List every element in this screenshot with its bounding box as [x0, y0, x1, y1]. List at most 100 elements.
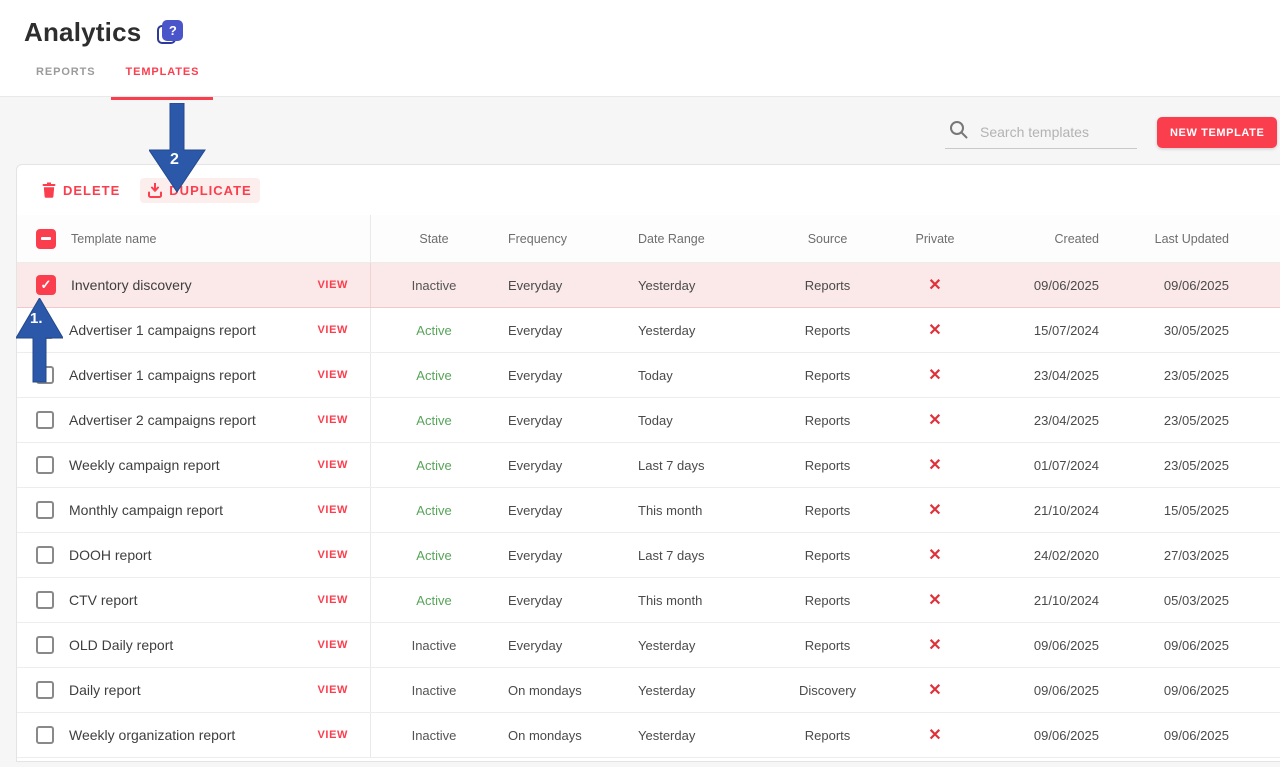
- template-name: DOOH report: [69, 547, 151, 563]
- view-link[interactable]: VIEW: [317, 504, 348, 516]
- created-cell: 21/10/2024: [981, 503, 1106, 518]
- view-link[interactable]: VIEW: [317, 369, 348, 381]
- state-cell: Active: [371, 503, 497, 518]
- frequency-cell: Everyday: [497, 548, 611, 563]
- created-cell: 09/06/2025: [981, 728, 1106, 743]
- state-cell: Active: [371, 413, 497, 428]
- created-cell: 21/10/2024: [981, 593, 1106, 608]
- table-row[interactable]: Monthly campaign report VIEW Active Ever…: [17, 488, 1280, 533]
- template-name: Advertiser 1 campaigns report: [69, 322, 256, 338]
- column-header-last-updated: Last Updated: [1106, 232, 1236, 246]
- not-private-x-icon: ✕: [889, 365, 981, 385]
- view-link[interactable]: VIEW: [317, 594, 348, 606]
- row-checkbox[interactable]: [36, 275, 56, 295]
- new-template-button[interactable]: NEW TEMPLATE: [1157, 117, 1277, 148]
- row-checkbox[interactable]: [36, 546, 54, 564]
- state-cell: Inactive: [371, 683, 497, 698]
- row-checkbox[interactable]: [36, 411, 54, 429]
- updated-cell: 23/05/2025: [1106, 368, 1236, 383]
- frequency-cell: Everyday: [497, 323, 611, 338]
- template-name: Advertiser 2 campaigns report: [69, 412, 256, 428]
- view-link[interactable]: VIEW: [317, 729, 348, 741]
- frequency-cell: Everyday: [497, 593, 611, 608]
- view-link[interactable]: VIEW: [317, 459, 348, 471]
- tab-templates[interactable]: TEMPLATES: [125, 66, 199, 92]
- created-cell: 09/06/2025: [981, 638, 1106, 653]
- table-row[interactable]: Daily report VIEW Inactive On mondays Ye…: [17, 668, 1280, 713]
- tab-reports[interactable]: REPORTS: [36, 66, 95, 92]
- page-title: Analytics: [24, 17, 141, 48]
- row-checkbox[interactable]: [36, 636, 54, 654]
- help-docs-icon[interactable]: ?: [157, 20, 183, 46]
- source-cell: Reports: [766, 548, 889, 563]
- delete-button[interactable]: DELETE: [34, 177, 128, 203]
- table-body: Inventory discovery VIEW Inactive Everyd…: [17, 263, 1280, 758]
- row-checkbox[interactable]: [36, 681, 54, 699]
- view-link[interactable]: VIEW: [317, 414, 348, 426]
- state-cell: Active: [371, 548, 497, 563]
- view-link[interactable]: VIEW: [317, 279, 348, 291]
- frequency-cell: Everyday: [497, 458, 611, 473]
- table-row[interactable]: DOOH report VIEW Active Everyday Last 7 …: [17, 533, 1280, 578]
- frequency-cell: Everyday: [497, 368, 611, 383]
- created-cell: 01/07/2024: [981, 458, 1106, 473]
- frequency-cell: On mondays: [497, 728, 611, 743]
- date-range-cell: This month: [611, 593, 766, 608]
- row-checkbox[interactable]: [36, 591, 54, 609]
- trash-icon: [42, 182, 56, 198]
- updated-cell: 09/06/2025: [1106, 728, 1236, 743]
- column-header-source: Source: [766, 232, 889, 246]
- table-row[interactable]: OLD Daily report VIEW Inactive Everyday …: [17, 623, 1280, 668]
- view-link[interactable]: VIEW: [317, 684, 348, 696]
- row-checkbox[interactable]: [36, 501, 54, 519]
- date-range-cell: Last 7 days: [611, 548, 766, 563]
- view-link[interactable]: VIEW: [317, 639, 348, 651]
- updated-cell: 09/06/2025: [1106, 278, 1236, 293]
- search-input[interactable]: [980, 124, 1130, 140]
- table-row[interactable]: CTV report VIEW Active Everyday This mon…: [17, 578, 1280, 623]
- source-cell: Discovery: [766, 683, 889, 698]
- template-name: Inventory discovery: [71, 277, 192, 293]
- view-link[interactable]: VIEW: [317, 324, 348, 336]
- source-cell: Reports: [766, 638, 889, 653]
- updated-cell: 23/05/2025: [1106, 413, 1236, 428]
- source-cell: Reports: [766, 278, 889, 293]
- row-checkbox[interactable]: [36, 726, 54, 744]
- table-row[interactable]: Advertiser 2 campaigns report VIEW Activ…: [17, 398, 1280, 443]
- source-cell: Reports: [766, 323, 889, 338]
- column-header-created: Created: [981, 232, 1106, 246]
- table-row[interactable]: Inventory discovery VIEW Inactive Everyd…: [17, 263, 1280, 308]
- select-all-checkbox[interactable]: [36, 229, 56, 249]
- updated-cell: 05/03/2025: [1106, 593, 1236, 608]
- templates-card: DELETE DUPLICATE Template name State Fre…: [16, 164, 1280, 762]
- date-range-cell: Last 7 days: [611, 458, 766, 473]
- not-private-x-icon: ✕: [889, 275, 981, 295]
- frequency-cell: On mondays: [497, 683, 611, 698]
- delete-label: DELETE: [63, 183, 120, 198]
- created-cell: 15/07/2024: [981, 323, 1106, 338]
- row-checkbox[interactable]: [36, 456, 54, 474]
- state-cell: Inactive: [371, 638, 497, 653]
- table-row[interactable]: Weekly organization report VIEW Inactive…: [17, 713, 1280, 758]
- frequency-cell: Everyday: [497, 413, 611, 428]
- date-range-cell: Today: [611, 413, 766, 428]
- table-row[interactable]: Weekly campaign report VIEW Active Every…: [17, 443, 1280, 488]
- search-box[interactable]: [945, 115, 1137, 149]
- template-name: Monthly campaign report: [69, 502, 223, 518]
- state-cell: Active: [371, 368, 497, 383]
- updated-cell: 15/05/2025: [1106, 503, 1236, 518]
- not-private-x-icon: ✕: [889, 320, 981, 340]
- created-cell: 24/02/2020: [981, 548, 1106, 563]
- not-private-x-icon: ✕: [889, 500, 981, 520]
- not-private-x-icon: ✕: [889, 725, 981, 745]
- view-link[interactable]: VIEW: [317, 549, 348, 561]
- template-name: Advertiser 1 campaigns report: [69, 367, 256, 383]
- template-name: CTV report: [69, 592, 137, 608]
- not-private-x-icon: ✕: [889, 590, 981, 610]
- template-name: Daily report: [69, 682, 141, 698]
- table-row[interactable]: Advertiser 1 campaigns report VIEW Activ…: [17, 308, 1280, 353]
- state-cell: Inactive: [371, 278, 497, 293]
- not-private-x-icon: ✕: [889, 410, 981, 430]
- search-icon: [949, 120, 968, 139]
- table-row[interactable]: Advertiser 1 campaigns report VIEW Activ…: [17, 353, 1280, 398]
